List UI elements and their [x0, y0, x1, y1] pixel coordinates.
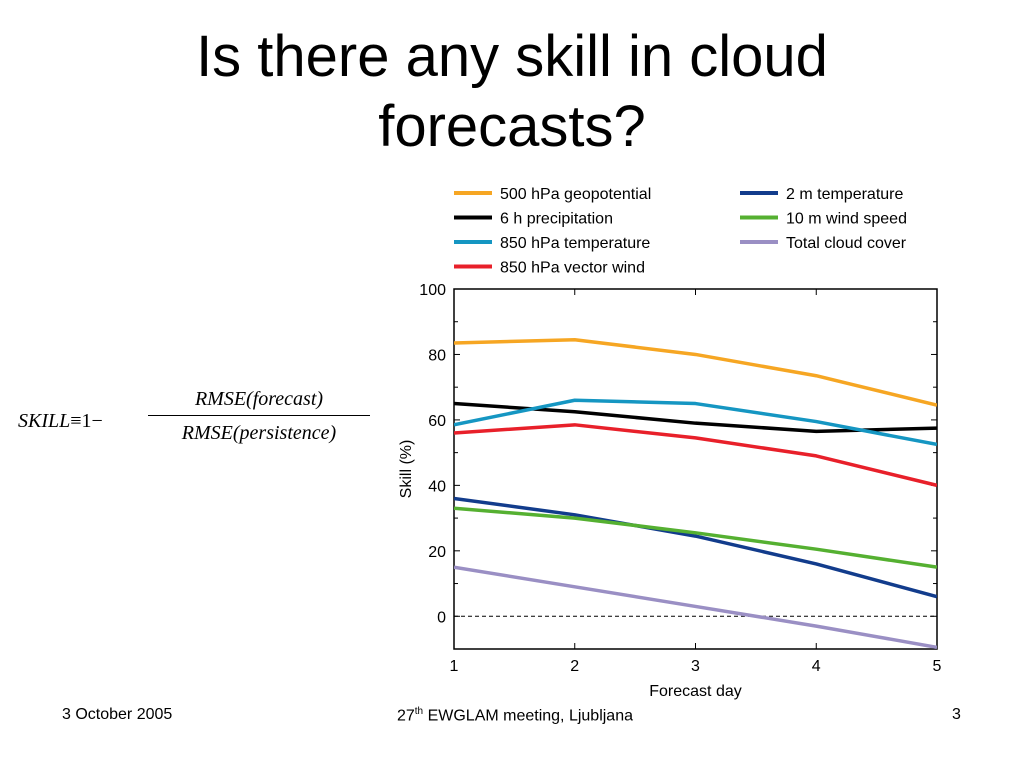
legend-label: 6 h precipitation — [500, 211, 613, 228]
formula-fraction: RMSE(forecast) RMSE(persistence) — [148, 388, 370, 445]
formula-equiv: ≡ — [70, 410, 82, 432]
formula-lhs: SKILL≡1− — [18, 410, 103, 433]
footer-date: 3 October 2005 — [62, 706, 173, 723]
y-axis-label: Skill (%) — [398, 440, 415, 499]
x-tick-label: 2 — [570, 658, 579, 675]
formula-one: 1 — [81, 410, 92, 432]
series-line — [454, 506, 937, 569]
series-line — [454, 398, 937, 447]
slide-title-line1: Is there any skill in cloud — [196, 24, 828, 89]
slide-title-line2: forecasts? — [378, 94, 646, 159]
y-tick-label: 20 — [428, 544, 446, 561]
series-line — [454, 565, 937, 649]
footer-event-sup: th — [414, 706, 424, 717]
y-tick-label: 40 — [428, 478, 446, 495]
x-axis-label: Forecast day — [649, 683, 741, 700]
legend-label: 850 hPa vector wind — [500, 260, 645, 277]
x-tick-label: 5 — [933, 658, 942, 675]
legend-label: 850 hPa temperature — [500, 235, 650, 252]
footer-page-number: 3 — [952, 706, 961, 723]
slide-title: Is there any skill in cloud forecasts? — [112, 22, 912, 162]
legend-label: 500 hPa geopotential — [500, 186, 651, 203]
legend-label: 10 m wind speed — [786, 211, 907, 228]
formula-minus: − — [91, 410, 103, 432]
y-tick-label: 100 — [419, 282, 446, 299]
formula-denominator: RMSE(persistence) — [181, 422, 337, 444]
series-line — [454, 337, 937, 407]
legend-label: Total cloud cover — [786, 235, 907, 252]
skill-line-chart: 0 20 40 60 80 100 1 2 3 4 5 Forecast day Skill (%) 50… — [398, 186, 942, 700]
series-line — [454, 496, 937, 599]
series-line — [454, 423, 937, 488]
formula-numerator: RMSE(forecast) — [148, 388, 370, 416]
footer-event: 27th EWGLAM meeting, Ljubljana — [360, 706, 670, 725]
skill-formula: SKILL≡1− RMSE(forecast) RMSE(persistence… — [18, 388, 378, 458]
y-tick-label: 60 — [428, 413, 446, 430]
legend-label: 2 m temperature — [786, 186, 903, 203]
y-tick-label: 0 — [437, 609, 446, 626]
footer-event-number: 27 — [396, 707, 415, 725]
footer-event-name: EWGLAM meeting, Ljubljana — [423, 707, 633, 725]
formula-skill: SKILL — [18, 410, 71, 432]
y-tick-label: 80 — [428, 347, 446, 364]
x-tick-label: 1 — [450, 658, 459, 675]
x-tick-label: 3 — [691, 658, 700, 675]
x-tick-label: 4 — [812, 658, 821, 675]
